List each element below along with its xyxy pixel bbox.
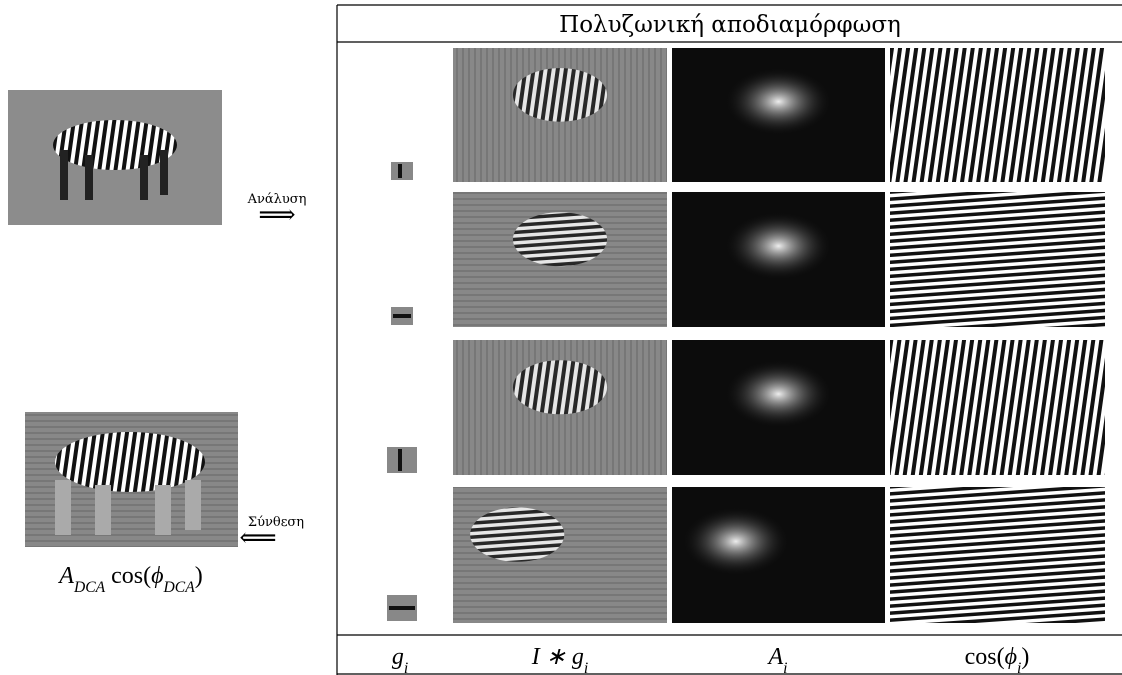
filter-band [398,164,402,178]
output-image [25,412,238,547]
subscript: DCA [163,579,196,596]
amplitude-blob [725,212,832,280]
filtered-image [453,487,667,623]
column-label: cos(ϕi) [965,644,1030,675]
phase-image [890,48,1105,182]
input-image [8,90,222,225]
response [513,360,607,414]
math-text: ϕ [151,563,163,589]
amplitude-blob [725,68,832,135]
math-text: cos( [105,563,151,589]
response [513,212,607,266]
column-label: gi [392,644,408,675]
filter-band [389,606,415,610]
math-text: ) [195,563,203,589]
math-text: cos( [965,644,1005,670]
table-title: Πολυζωνική αποδιαμόρφωση [559,12,901,38]
phase-image [890,340,1105,475]
subscript: i [584,660,588,675]
subscript: i [783,660,787,675]
analysis-arrow: ⟹ [258,200,295,230]
column-label: Ai [766,644,787,675]
phase-image [890,487,1105,623]
column-label: I ∗ gi [531,644,588,675]
image-grid [387,48,1105,623]
response [513,68,607,122]
subscript: DCA [73,579,106,596]
response [470,507,564,561]
math-text: ϕ [1005,644,1017,670]
output-caption: ADCA cos(ϕDCA) [57,563,202,596]
math-text: ) [1021,644,1029,670]
amplitude-blob [725,360,832,428]
math-text: I ∗ g [531,644,584,670]
subscript: i [404,660,408,675]
synthesis-arrow: ⟸ [239,523,276,553]
phase-image [890,192,1105,327]
filter-band [393,314,411,318]
math-text: A [766,644,783,670]
filter-band [398,449,402,471]
amplitude-blob [683,507,790,575]
math-text: A [57,563,74,589]
math-text: g [392,644,404,670]
figure: Ανάλυση ⟹ Σύνθεση ⟸ ADCA cos(ϕDCA) Πολυζ… [0,0,1122,675]
